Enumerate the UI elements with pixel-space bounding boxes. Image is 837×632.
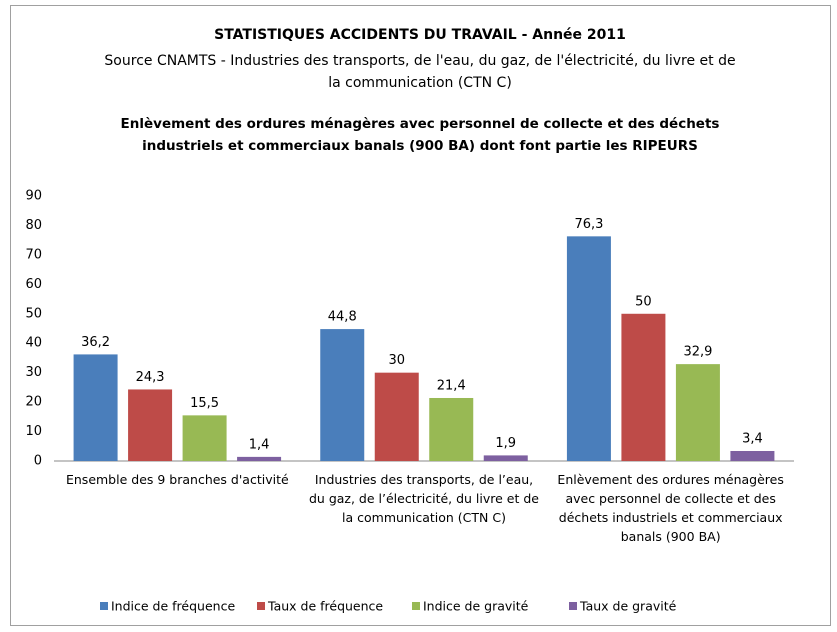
bar [621, 313, 666, 461]
legend-swatch [100, 602, 108, 610]
x-tick-label: Industries des transports, de l’eau, du … [309, 472, 539, 525]
bar [128, 389, 173, 461]
data-label: 15,5 [190, 396, 219, 411]
legend-swatch [257, 602, 265, 610]
y-tick-label: 80 [25, 218, 42, 233]
bar [730, 450, 775, 461]
data-label: 50 [635, 294, 652, 309]
bar [73, 354, 118, 461]
y-tick-label: 30 [25, 365, 42, 380]
data-label: 3,4 [742, 431, 763, 446]
legend-label: Taux de fréquence [267, 599, 383, 614]
y-tick-label: 90 [25, 189, 42, 204]
data-label: 44,8 [328, 310, 357, 325]
y-tick-label: 20 [25, 395, 42, 410]
legend-label: Indice de gravité [423, 599, 529, 614]
chart-title: STATISTIQUES ACCIDENTS DU TRAVAIL - Anné… [214, 27, 626, 43]
bar [182, 415, 227, 461]
y-tick-label: 50 [25, 306, 42, 321]
bar [675, 364, 720, 461]
data-label: 1,4 [249, 437, 270, 452]
bar [237, 456, 282, 461]
chart-subtitle: Source CNAMTS - Industries des transport… [104, 53, 736, 91]
chart-frame [10, 5, 831, 626]
y-tick-label: 70 [25, 247, 42, 262]
bar [566, 236, 611, 461]
data-label: 1,9 [495, 436, 516, 451]
legend-swatch [569, 602, 577, 610]
y-tick-label: 60 [25, 277, 42, 292]
data-label: 21,4 [437, 378, 466, 393]
data-label: 30 [388, 353, 405, 368]
bar [374, 372, 419, 461]
y-tick-label: 0 [34, 454, 42, 469]
data-label: 32,9 [683, 345, 712, 360]
y-tick-label: 10 [25, 424, 42, 439]
legend-label: Indice de fréquence [111, 599, 235, 614]
y-tick-label: 40 [25, 336, 42, 351]
bar [483, 455, 528, 461]
bar [429, 397, 474, 461]
chart-heading: Enlèvement des ordures ménagères avec pe… [120, 116, 720, 154]
legend-label: Taux de gravité [579, 599, 677, 614]
data-label: 36,2 [81, 335, 110, 350]
legend-swatch [412, 602, 420, 610]
x-tick-label: Ensemble des 9 branches d'activité [65, 472, 289, 487]
data-label: 24,3 [136, 370, 165, 385]
bar [320, 329, 365, 461]
data-label: 76,3 [574, 217, 603, 232]
x-tick-label: Enlèvement des ordures ménagères avec pe… [557, 472, 784, 544]
